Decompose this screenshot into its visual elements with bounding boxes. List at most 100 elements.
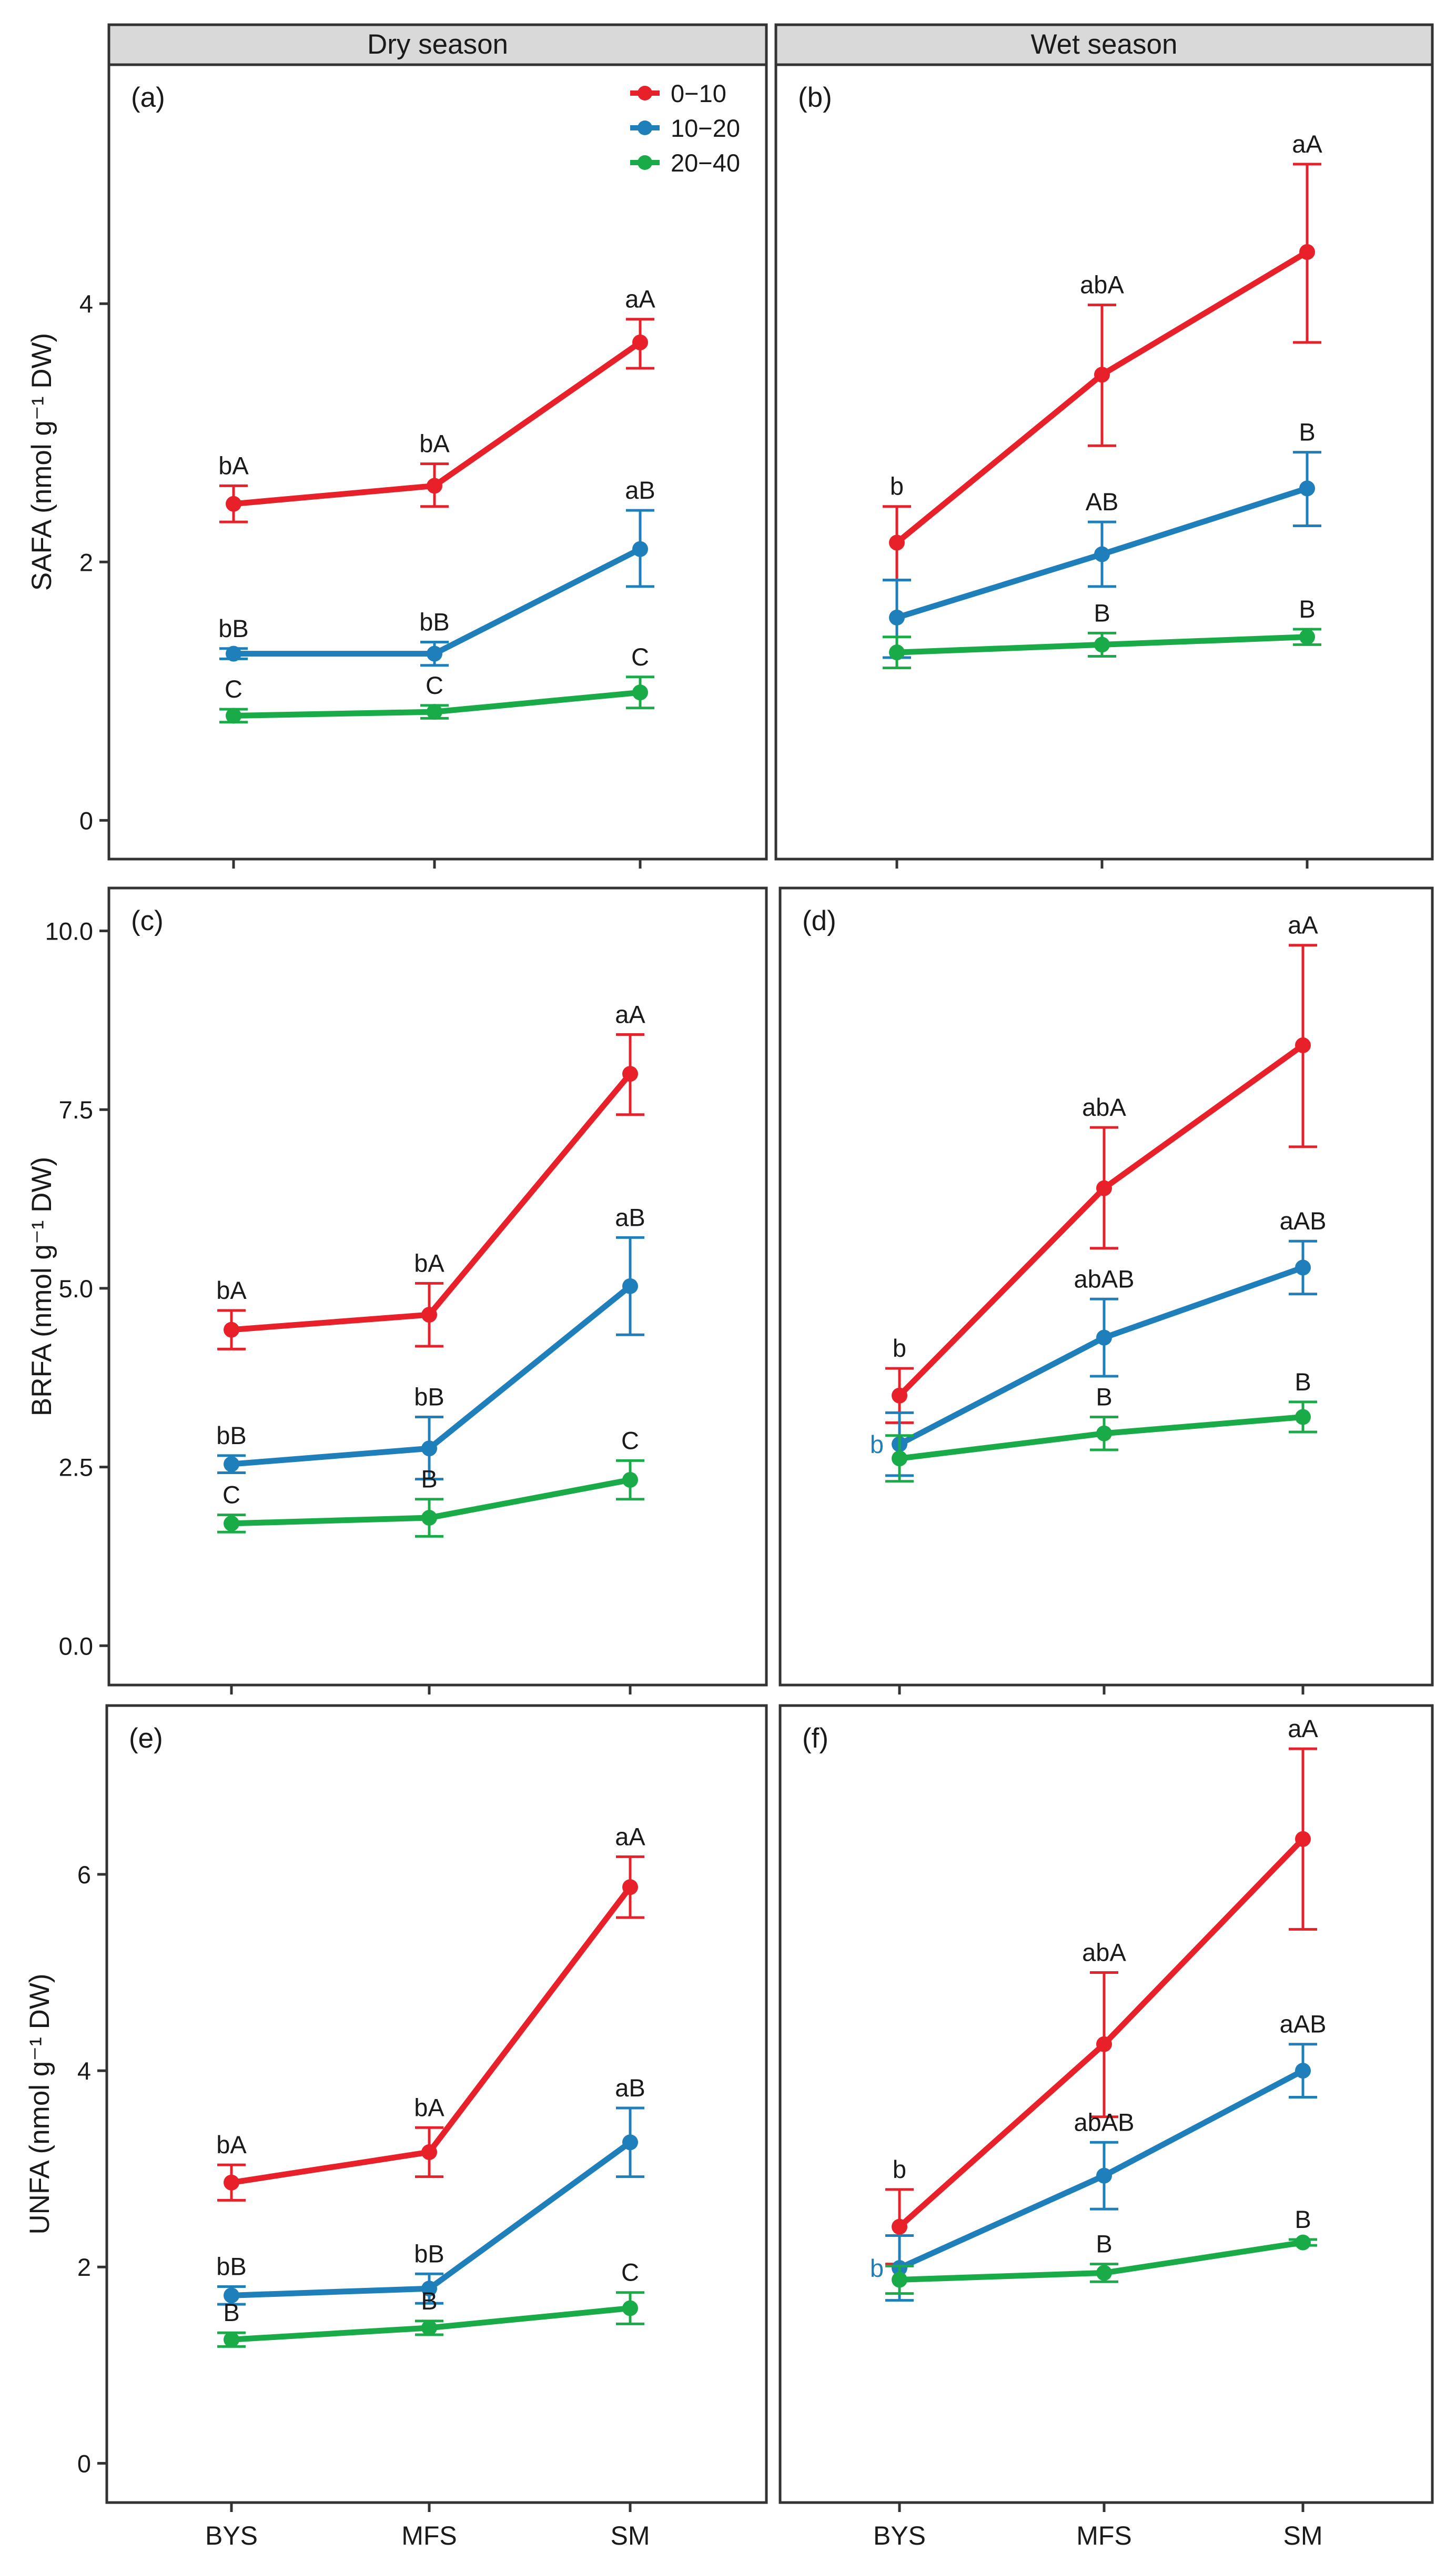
panel-d-plot: (d) b abA aA b abAB aAB B B xyxy=(802,905,1326,1694)
data-point-10-20 xyxy=(1096,1329,1112,1346)
data-point-10-20 xyxy=(226,645,241,662)
panel-e-ytick-label: 4 xyxy=(77,2057,91,2085)
xtick-label-sm: SM xyxy=(1283,2521,1323,2550)
data-point-10-20 xyxy=(224,2287,239,2304)
data-point-0-10 xyxy=(1096,1180,1112,1196)
data-point-10-20 xyxy=(622,2134,638,2151)
significance-label: bB xyxy=(414,1383,444,1410)
legend-marker-10-20 xyxy=(638,120,652,135)
panel-a-tag: (a) xyxy=(131,82,165,113)
significance-label: aA xyxy=(1292,130,1322,158)
significance-label: B xyxy=(1094,599,1110,627)
significance-label: C xyxy=(225,675,242,703)
legend-label-20-40: 20−40 xyxy=(671,149,740,177)
significance-label: bB xyxy=(419,608,450,636)
panel-c-ytick-label: 7.5 xyxy=(59,1096,93,1124)
significance-label: aAB xyxy=(1280,2010,1327,2038)
xtick-label-bys: BYS xyxy=(205,2521,258,2550)
panel-b-tag: (b) xyxy=(798,82,832,113)
panel-e-frame xyxy=(105,1704,768,2504)
panel-c-ytick-label: 10.0 xyxy=(45,917,93,945)
data-point-20-40 xyxy=(632,684,648,701)
legend-label-10-20: 10−20 xyxy=(671,114,740,142)
data-point-10-20 xyxy=(1295,2063,1311,2079)
panel-f-frame xyxy=(778,1704,1434,2504)
panel-e-ylabel: UNFA (nmol g⁻¹ DW) xyxy=(24,1973,55,2234)
xtick-label-mfs: MFS xyxy=(401,2521,457,2550)
significance-label: b xyxy=(890,472,904,500)
data-point-0-10 xyxy=(889,534,905,551)
panel-a-ytick-label: 4 xyxy=(79,290,93,318)
data-point-20-40 xyxy=(224,2332,239,2348)
panel-a-plot: (a) 0 2 4 SAFA (nmol g⁻¹ DW) bA bA aA bB bB aB C C C xyxy=(26,82,655,869)
significance-label: bA xyxy=(216,2131,247,2158)
panel-f-plot: (f) BYS MFS SM b abA aA b abAB aAB B B xyxy=(802,1714,1326,2550)
panel-a-frame xyxy=(107,63,768,861)
significance-label: b xyxy=(870,1430,884,1458)
significance-label: aA xyxy=(615,1822,645,1850)
legend: 0−10 10−20 20−40 xyxy=(630,79,740,177)
data-point-0-10 xyxy=(421,1307,437,1323)
data-point-20-40 xyxy=(224,1515,239,1531)
significance-label: aB xyxy=(625,476,655,504)
data-point-20-40 xyxy=(1094,637,1110,653)
significance-label: bA xyxy=(216,1276,247,1304)
legend-item-0-10: 0−10 xyxy=(630,79,726,107)
significance-label: C xyxy=(621,2258,639,2286)
panel-a-ytick-label: 0 xyxy=(79,806,93,834)
panel-b-frame xyxy=(774,63,1434,861)
data-point-20-40 xyxy=(1295,1409,1311,1425)
legend-item-10-20: 10−20 xyxy=(630,114,740,142)
significance-label: bA xyxy=(218,451,249,479)
panel-c-tag: (c) xyxy=(131,905,164,936)
data-point-20-40 xyxy=(226,708,241,724)
panel-e-ytick-label: 6 xyxy=(77,1861,91,1889)
panel-c-plot: (c) 0.0 2.5 5.0 7.5 10.0 BRFA (nmol g⁻¹ DW) bA b… xyxy=(26,905,645,1694)
data-point-0-10 xyxy=(226,496,241,512)
panel-e-ytick-label: 2 xyxy=(77,2253,91,2281)
data-point-10-20 xyxy=(1299,480,1315,497)
data-point-10-20 xyxy=(1094,546,1110,562)
significance-label: B xyxy=(223,2298,239,2326)
legend-label-0-10: 0−10 xyxy=(671,79,726,107)
significance-label: B xyxy=(1299,595,1315,623)
significance-label: C xyxy=(631,643,649,671)
data-point-0-10 xyxy=(224,1322,239,1338)
data-point-20-40 xyxy=(421,1510,437,1526)
xtick-label-mfs: MFS xyxy=(1076,2521,1132,2550)
significance-label: bB xyxy=(218,614,249,642)
data-point-20-40 xyxy=(622,2300,638,2316)
data-point-10-20 xyxy=(889,609,905,626)
panel-e-plot: (e) 0 2 4 6 UNFA (nmol g⁻¹ DW) BYS MFS SM bA bA aA b… xyxy=(24,1723,650,2550)
data-point-0-10 xyxy=(632,334,648,350)
panel-d-frame xyxy=(778,886,1434,1687)
significance-label: C xyxy=(223,1481,240,1509)
significance-label: aB xyxy=(615,1203,645,1231)
significance-label: bB xyxy=(216,2253,247,2281)
panel-a-ytick-label: 2 xyxy=(79,548,93,576)
data-point-20-40 xyxy=(1299,629,1315,645)
legend-item-20-40: 20−40 xyxy=(630,149,740,177)
header-strip-dry: Dry season xyxy=(107,23,768,66)
panel-c-ytick-label: 2.5 xyxy=(59,1454,93,1481)
data-point-0-10 xyxy=(1299,244,1315,260)
significance-label: B xyxy=(1295,1368,1311,1396)
significance-label: B xyxy=(1295,2205,1311,2233)
significance-label: B xyxy=(1096,2230,1112,2258)
significance-label: B xyxy=(421,2287,437,2315)
data-point-10-20 xyxy=(427,645,442,662)
data-point-20-40 xyxy=(889,644,905,661)
data-point-0-10 xyxy=(892,1387,907,1404)
significance-label: aA xyxy=(1288,1714,1318,1742)
significance-label: C xyxy=(426,671,443,699)
data-point-20-40 xyxy=(622,1472,638,1488)
data-point-0-10 xyxy=(622,1879,638,1895)
significance-label: aB xyxy=(615,2074,645,2102)
data-point-20-40 xyxy=(1096,1425,1112,1441)
data-point-10-20 xyxy=(421,2281,437,2297)
data-point-10-20 xyxy=(1096,2167,1112,2184)
panel-c-ytick-label: 0.0 xyxy=(59,1632,93,1660)
data-point-20-40 xyxy=(421,2319,437,2336)
data-point-0-10 xyxy=(622,1066,638,1082)
